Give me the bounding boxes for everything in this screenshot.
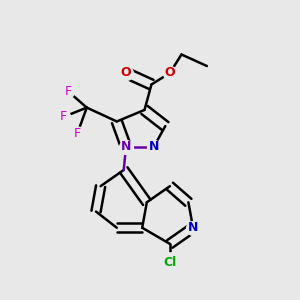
- Text: N: N: [148, 140, 159, 153]
- Text: O: O: [121, 67, 131, 80]
- Text: Cl: Cl: [163, 256, 176, 269]
- Text: F: F: [74, 127, 81, 140]
- Text: F: F: [60, 110, 67, 123]
- Text: N: N: [188, 221, 198, 234]
- Text: O: O: [165, 67, 175, 80]
- Text: N: N: [121, 140, 131, 153]
- Text: F: F: [65, 85, 72, 98]
